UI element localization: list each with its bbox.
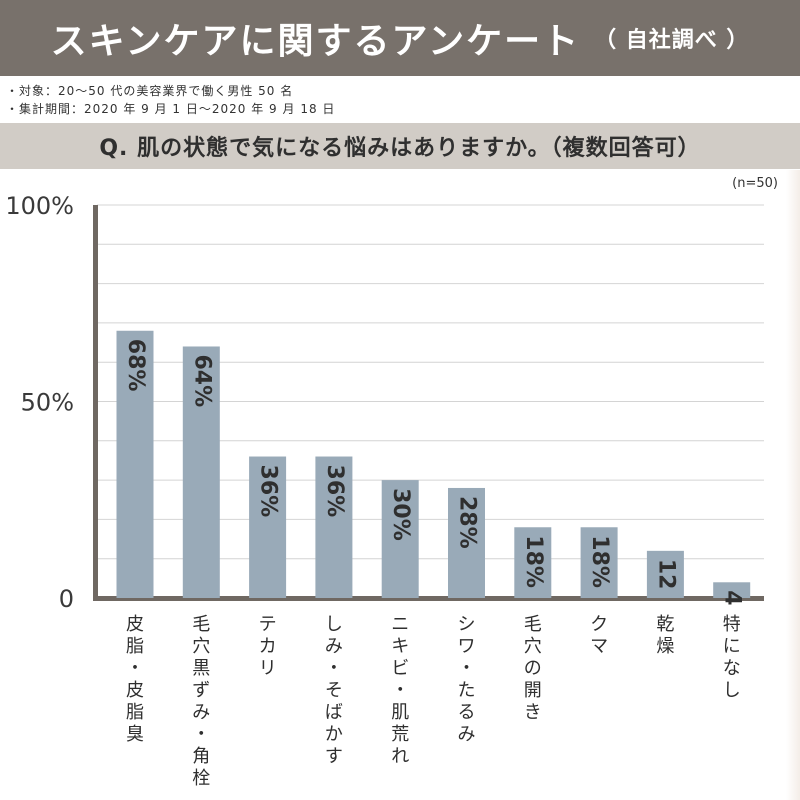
survey-period: ・集計期間：2020 年 9 月 1 日〜2020 年 9 月 18 日 bbox=[6, 102, 336, 116]
page-title: スキンケアに関するアンケート bbox=[50, 21, 581, 62]
y-axis bbox=[93, 205, 98, 600]
bar bbox=[381, 480, 419, 598]
bar bbox=[713, 582, 751, 598]
data-label: 30% bbox=[388, 488, 413, 541]
category-label: シワ・たるみ bbox=[458, 614, 476, 745]
category-label: クマ bbox=[590, 614, 608, 657]
survey-target: ・対象：20〜50 代の美容業界で働く男性 50 名 bbox=[6, 84, 294, 98]
category-label: 特になし bbox=[723, 614, 741, 701]
bar bbox=[315, 456, 353, 598]
data-label: 68% bbox=[123, 339, 148, 392]
bar bbox=[116, 330, 154, 598]
y-tick-label: 100% bbox=[5, 192, 74, 220]
bar bbox=[514, 527, 552, 598]
category-label: テカリ bbox=[259, 614, 277, 679]
category-label: 毛穴黒ずみ・角栓 bbox=[192, 614, 210, 789]
category-label: 皮脂・皮脂臭 bbox=[126, 614, 144, 745]
data-label: 18% bbox=[521, 535, 546, 588]
category-label: ニキビ・肌荒れ bbox=[391, 614, 409, 767]
data-label: 12 bbox=[653, 559, 678, 590]
category-label: しみ・そばかす bbox=[325, 614, 343, 767]
category-label: 乾燥 bbox=[656, 614, 674, 657]
edge-shade bbox=[786, 170, 800, 800]
data-label: 28% bbox=[455, 496, 480, 549]
data-label: 36% bbox=[256, 465, 281, 518]
bar bbox=[646, 550, 684, 598]
bar bbox=[580, 527, 618, 598]
data-label: 36% bbox=[322, 465, 347, 518]
data-label: 4 bbox=[720, 590, 745, 605]
page-subtitle: （ 自社調べ ） bbox=[594, 28, 750, 53]
question-bar: Q. 肌の状態で気になる悩みはありますか。（複数回答可） bbox=[0, 123, 800, 169]
bar bbox=[249, 456, 287, 598]
data-label: 18% bbox=[587, 535, 612, 588]
title-bar: スキンケアに関するアンケート （ 自社調べ ） bbox=[0, 0, 800, 76]
y-tick-label: 0 bbox=[59, 585, 74, 613]
y-tick-label: 50% bbox=[21, 389, 74, 417]
question-text: Q. 肌の状態で気になる悩みはありますか。（複数回答可） bbox=[99, 136, 701, 161]
sample-size-note: (n=50) bbox=[732, 176, 778, 191]
bar bbox=[182, 346, 220, 598]
category-label: 毛穴の開き bbox=[524, 614, 542, 723]
data-label: 64% bbox=[189, 354, 214, 407]
bar bbox=[448, 487, 485, 598]
x-axis bbox=[93, 596, 764, 601]
